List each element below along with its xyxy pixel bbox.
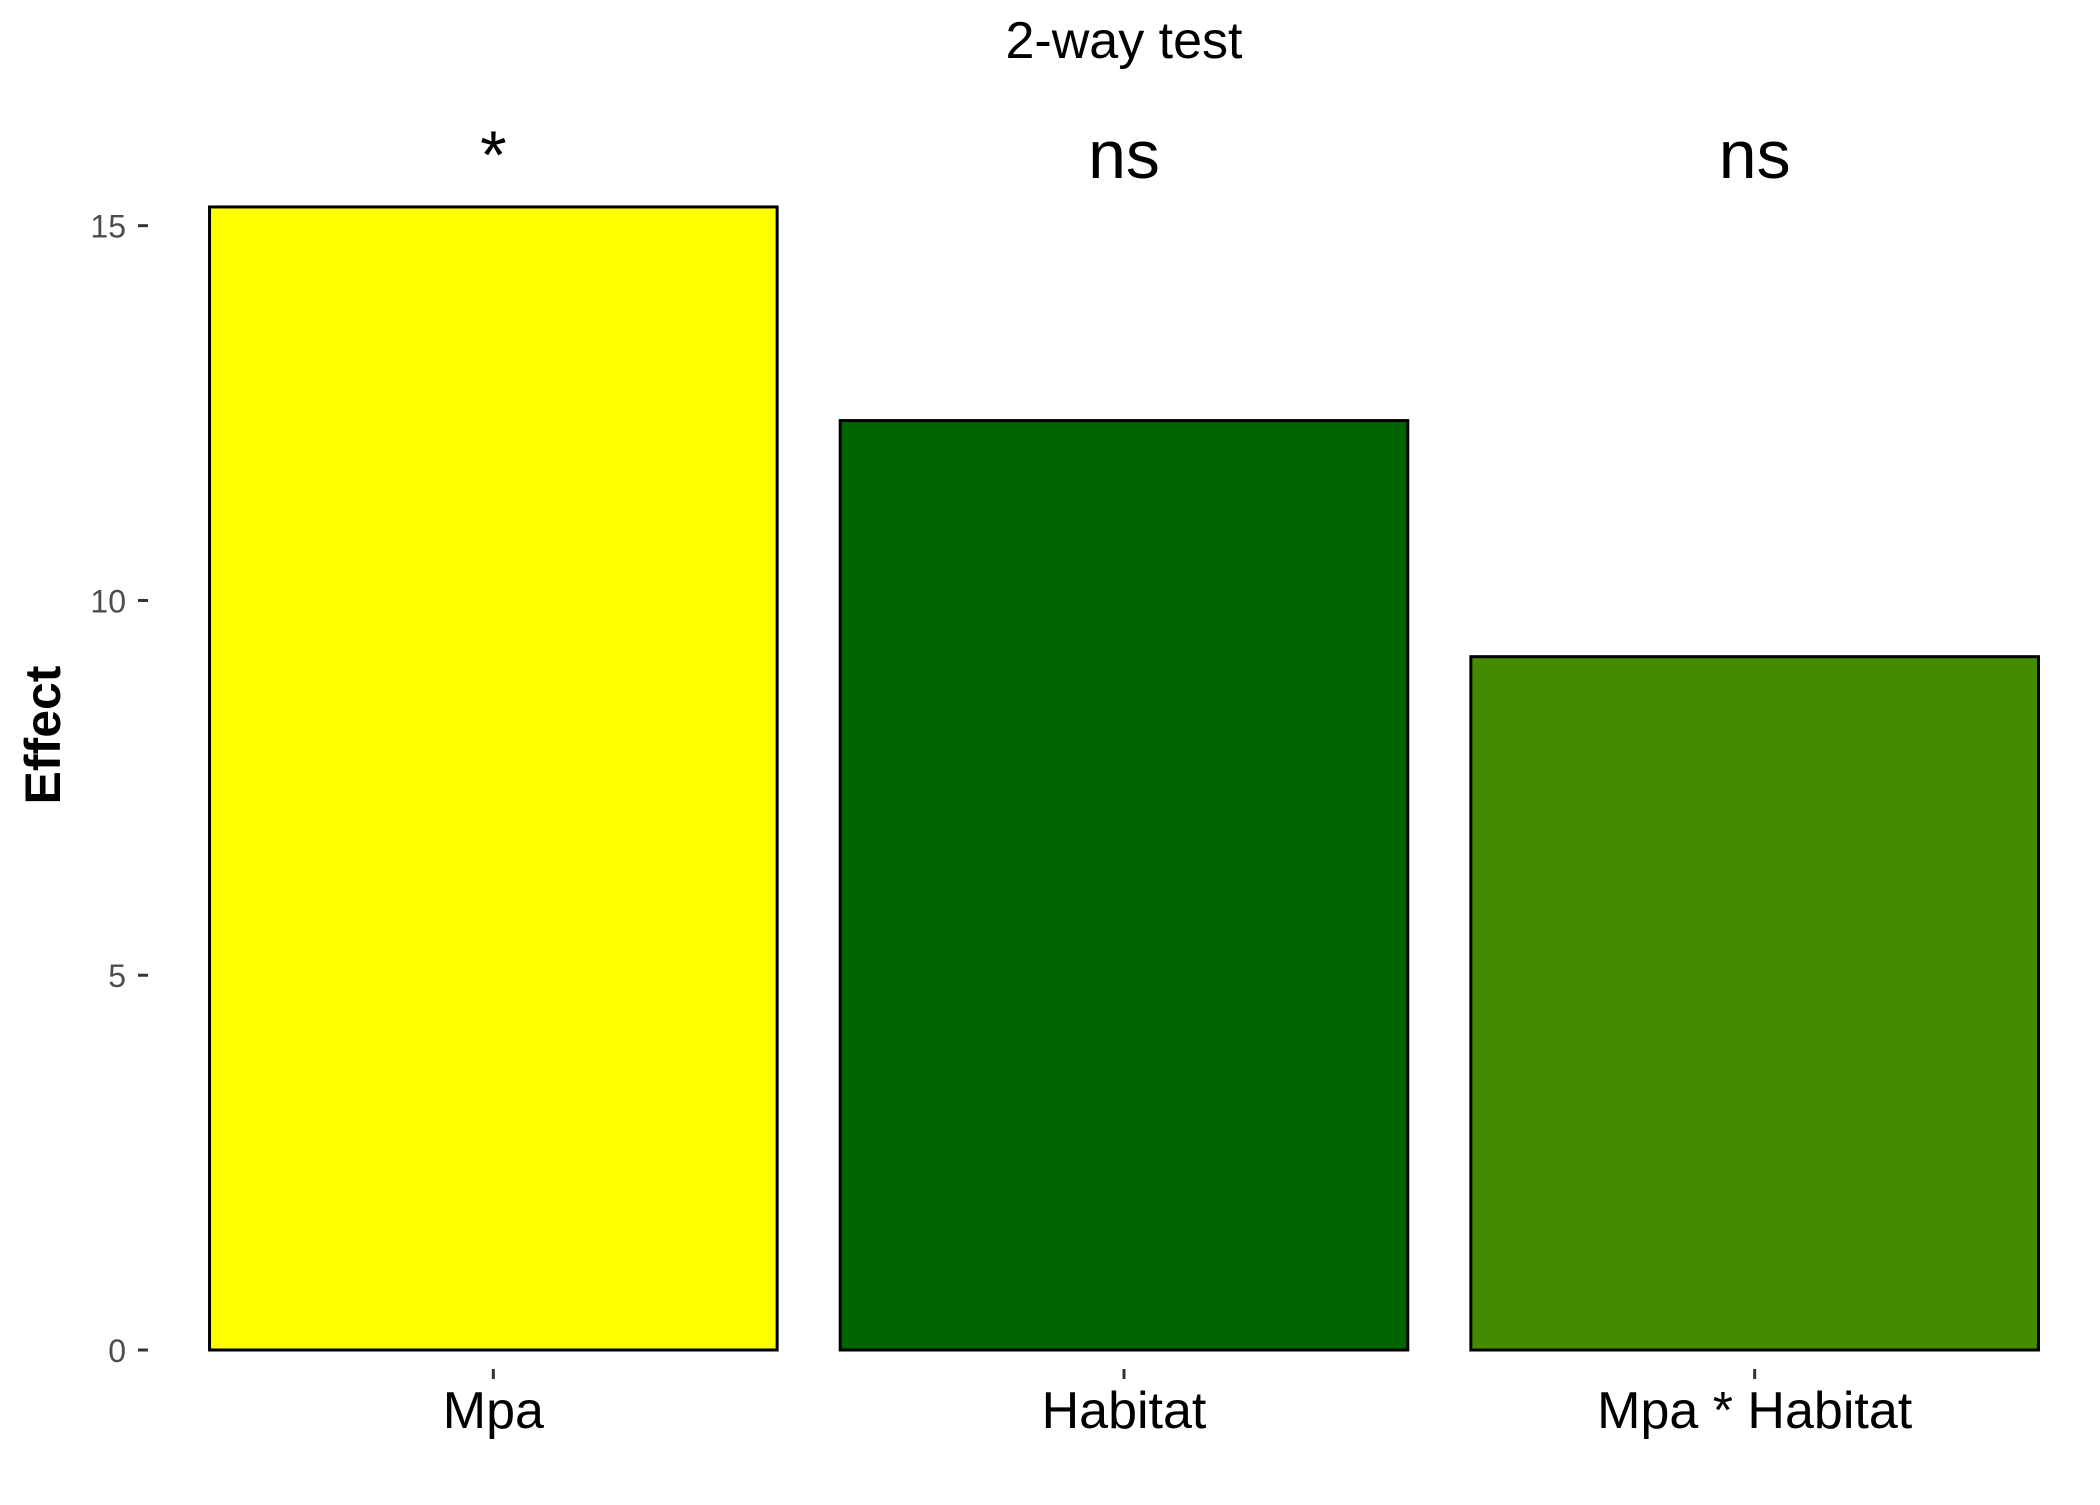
y-tick-label: 15 xyxy=(90,209,126,245)
x-axis: Mpa Habitat Mpa * Habitat xyxy=(443,1369,1913,1440)
x-tick-label: Habitat xyxy=(1042,1382,1207,1440)
significance-label: * xyxy=(480,117,506,193)
y-tick-label: 10 xyxy=(90,583,126,619)
chart-title: 2-way test xyxy=(1006,12,1244,70)
significance-annotations: * ns ns xyxy=(480,117,1790,193)
x-tick-label: Mpa * Habitat xyxy=(1597,1382,1913,1440)
y-tick-label: 5 xyxy=(108,958,126,994)
bar-mpa-habitat[interactable] xyxy=(1469,655,2040,1352)
bar-habitat[interactable] xyxy=(838,419,1410,1352)
significance-label: ns xyxy=(1088,117,1160,193)
bar-mpa[interactable] xyxy=(208,205,779,1352)
x-tick-label: Mpa xyxy=(443,1382,544,1440)
significance-label: ns xyxy=(1719,117,1791,193)
y-tick-label: 0 xyxy=(108,1333,126,1369)
y-axis: 0 5 10 15 xyxy=(90,209,148,1369)
y-axis-label: Effect xyxy=(15,665,71,804)
bars-group xyxy=(208,205,2040,1352)
